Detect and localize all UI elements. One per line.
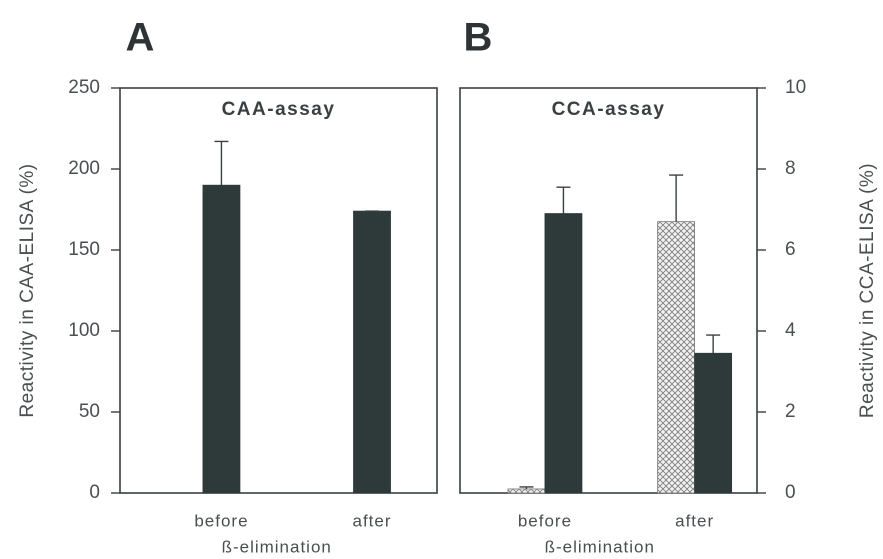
error-bar bbox=[214, 140, 229, 186]
y-tick-label: 0 bbox=[89, 482, 100, 503]
y-tick-label: 6 bbox=[785, 239, 796, 260]
x-axis-label: ß-elimination bbox=[545, 537, 655, 556]
y-tick-label: 150 bbox=[68, 239, 100, 260]
y-tick-label: 250 bbox=[68, 77, 100, 98]
panel-label: A bbox=[126, 16, 155, 60]
panel-label: B bbox=[464, 16, 493, 60]
plot-frame bbox=[119, 87, 438, 494]
bar bbox=[544, 213, 583, 494]
bar bbox=[202, 184, 241, 494]
bar bbox=[694, 352, 733, 494]
error-bar bbox=[556, 186, 571, 214]
y-tick-label: 4 bbox=[785, 320, 796, 341]
y-tick-label: 50 bbox=[79, 401, 100, 422]
bar bbox=[657, 221, 696, 494]
plot-frame bbox=[459, 87, 758, 494]
bar bbox=[507, 488, 546, 494]
y-tick-label: 2 bbox=[785, 401, 796, 422]
bar bbox=[353, 210, 391, 494]
x-tick-label: before bbox=[194, 511, 248, 530]
y-axis-label: Reactivity in CCA-ELISA (%) bbox=[857, 163, 878, 418]
error-bar bbox=[706, 334, 721, 354]
x-tick-label: after bbox=[352, 511, 391, 530]
y-tick-label: 8 bbox=[785, 158, 796, 179]
x-axis-label: ß-elimination bbox=[222, 537, 332, 556]
error-bar bbox=[519, 486, 534, 489]
x-tick-label: before bbox=[518, 511, 572, 530]
y-tick-label: 0 bbox=[785, 482, 796, 503]
error-bar bbox=[669, 174, 684, 222]
y-axis-label: Reactivity in CAA-ELISA (%) bbox=[17, 163, 38, 417]
y-tick-label: 10 bbox=[785, 77, 806, 98]
chart-title: CCA-assay bbox=[552, 99, 666, 120]
x-tick-label: after bbox=[675, 511, 714, 530]
y-tick-label: 200 bbox=[68, 158, 100, 179]
chart-title: CAA-assay bbox=[222, 99, 336, 120]
y-tick-label: 100 bbox=[68, 320, 100, 341]
